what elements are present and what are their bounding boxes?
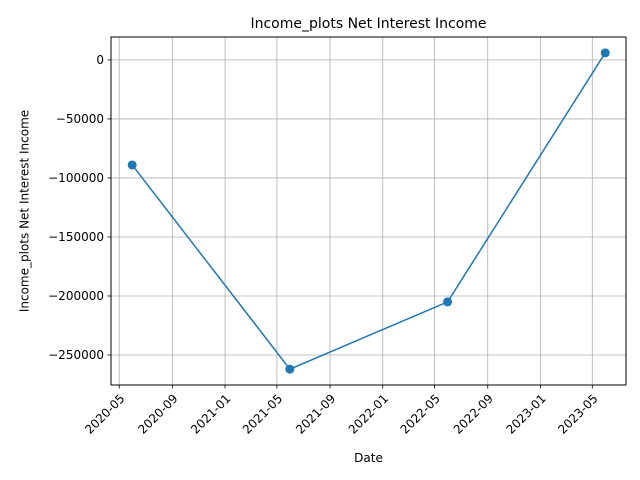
plot-frame — [110, 36, 627, 386]
chart-title: Income_plots Net Interest Income — [250, 16, 486, 32]
x-tick-label: 2022-05 — [398, 391, 443, 436]
y-tick-label: −200000 — [48, 289, 104, 303]
y-tick-label: −100000 — [48, 171, 104, 185]
data-point — [600, 48, 610, 58]
x-tick-label: 2022-09 — [451, 391, 496, 436]
x-tick-label: 2021-09 — [293, 391, 338, 436]
grid-lines — [111, 37, 626, 385]
x-tick-label: 2021-01 — [188, 391, 233, 436]
x-axis-label: Date — [354, 451, 383, 465]
series-layer — [127, 48, 610, 374]
y-tick-label: −250000 — [48, 348, 104, 362]
data-point — [127, 160, 137, 170]
x-tick-label: 2020-09 — [135, 391, 180, 436]
x-tick-label: 2023-05 — [555, 391, 600, 436]
x-tick-label: 2021-05 — [240, 391, 285, 436]
x-tick-label: 2023-01 — [503, 391, 548, 436]
x-tick-label: 2020-05 — [82, 391, 127, 436]
x-axis: 2020-05 2020-09 2021-01 2021-05 2021-09 2022-… — [82, 385, 601, 437]
y-axis-label: Income_plots Net Interest Income — [18, 110, 32, 312]
data-point — [443, 297, 453, 307]
x-tick-label: 2022-01 — [346, 391, 391, 436]
y-tick-label: 0 — [96, 53, 104, 67]
y-tick-label: −50000 — [56, 112, 104, 126]
y-tick-label: −150000 — [48, 230, 104, 244]
data-point — [285, 364, 295, 374]
y-axis: 0 −50000 −100000 −150000 −200000 −250000 — [48, 53, 111, 362]
series-line — [131, 52, 606, 371]
